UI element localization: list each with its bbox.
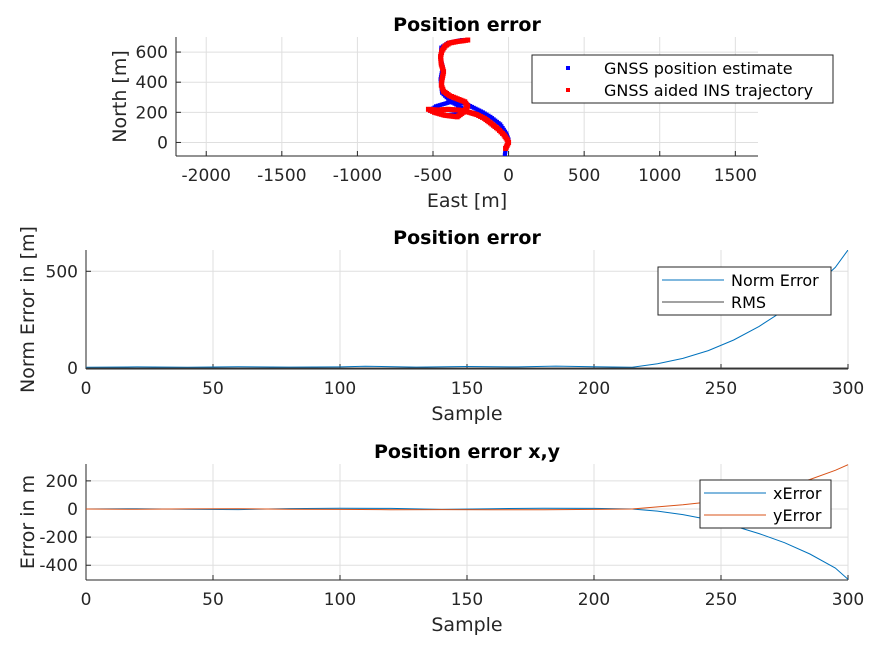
- x-tick-label: -500: [414, 166, 453, 186]
- legend-label: GNSS aided INS trajectory: [604, 81, 813, 100]
- y-tick-label: 0: [67, 500, 78, 520]
- x-tick-label: 100: [324, 379, 356, 399]
- x-tick-label: 150: [451, 590, 483, 610]
- data-layer: [425, 37, 512, 156]
- legend-box: [531, 54, 834, 104]
- x-axis-label: East [m]: [427, 190, 507, 212]
- legend-box: [657, 266, 832, 316]
- y-tick-label: 0: [67, 359, 78, 379]
- x-tick-label: 500: [568, 166, 600, 186]
- legend-label: GNSS position estimate: [604, 59, 793, 78]
- legend-label: RMS: [731, 293, 766, 312]
- x-tick-label: -1500: [257, 166, 306, 186]
- x-tick-label: 0: [81, 379, 92, 399]
- y-tick-label: 400: [136, 73, 168, 93]
- y-tick-label: -400: [39, 556, 78, 576]
- x-tick-label: 1000: [638, 166, 681, 186]
- x-axis-label: Sample: [431, 614, 502, 636]
- series-line-norm-error: [86, 250, 848, 368]
- chart-2: 0 50 100 150 200 250 300 0 500 Position error Samp…: [17, 226, 864, 425]
- y-tick-label: 600: [136, 43, 168, 63]
- x-tick-label: -1000: [333, 166, 382, 186]
- y-axis-label: North [m]: [109, 50, 131, 143]
- y-tick-label: 0: [157, 133, 168, 153]
- y-tick-label: 200: [136, 103, 168, 123]
- x-tick-label: 50: [202, 379, 224, 399]
- x-tick-label: 0: [81, 590, 92, 610]
- y-tick-label: 500: [46, 262, 78, 282]
- y-axis-label: Norm Error in [m]: [17, 226, 39, 393]
- y-axis-label: Error in m: [17, 475, 39, 569]
- chart-3: 0 50 100 150 200 250 300 -400 -200 0 200 Position e…: [17, 441, 864, 636]
- y-tick-label: -200: [39, 528, 78, 548]
- y-tick-label: 200: [46, 472, 78, 492]
- legend-label: yError: [773, 506, 822, 525]
- chart-title: Position error: [393, 227, 541, 249]
- x-tick-label: 300: [832, 379, 864, 399]
- legend-marker: [566, 88, 570, 92]
- chart-title: Position error: [393, 14, 541, 36]
- x-tick-label: 300: [832, 590, 864, 610]
- legend-label: xError: [773, 484, 822, 503]
- x-tick-label: 0: [503, 166, 514, 186]
- x-axis-label: Sample: [431, 403, 502, 425]
- chart-1: -2000 -1500 -1000 -500 0 500 1000 1500 0 200 400 60…: [109, 14, 834, 212]
- x-tick-label: 1500: [714, 166, 757, 186]
- chart-title: Position error x,y: [374, 441, 561, 463]
- legend-marker: [566, 66, 570, 70]
- x-tick-label: 50: [202, 590, 224, 610]
- x-tick-label: 100: [324, 590, 356, 610]
- legend: GNSS position estimate GNSS aided INS tra…: [531, 54, 834, 104]
- legend: xError yError: [699, 479, 832, 529]
- x-tick-label: -2000: [182, 166, 231, 186]
- series-2: [425, 37, 512, 151]
- data-point: [465, 37, 471, 43]
- x-tick-label: 200: [578, 379, 610, 399]
- x-tick-label: 150: [451, 379, 483, 399]
- legend-box: [699, 479, 832, 529]
- x-tick-label: 200: [578, 590, 610, 610]
- x-tick-label: 250: [705, 379, 737, 399]
- x-tick-label: 250: [705, 590, 737, 610]
- legend: Norm Error RMS: [657, 266, 832, 316]
- legend-label: Norm Error: [731, 271, 819, 290]
- data-layer: [86, 250, 848, 369]
